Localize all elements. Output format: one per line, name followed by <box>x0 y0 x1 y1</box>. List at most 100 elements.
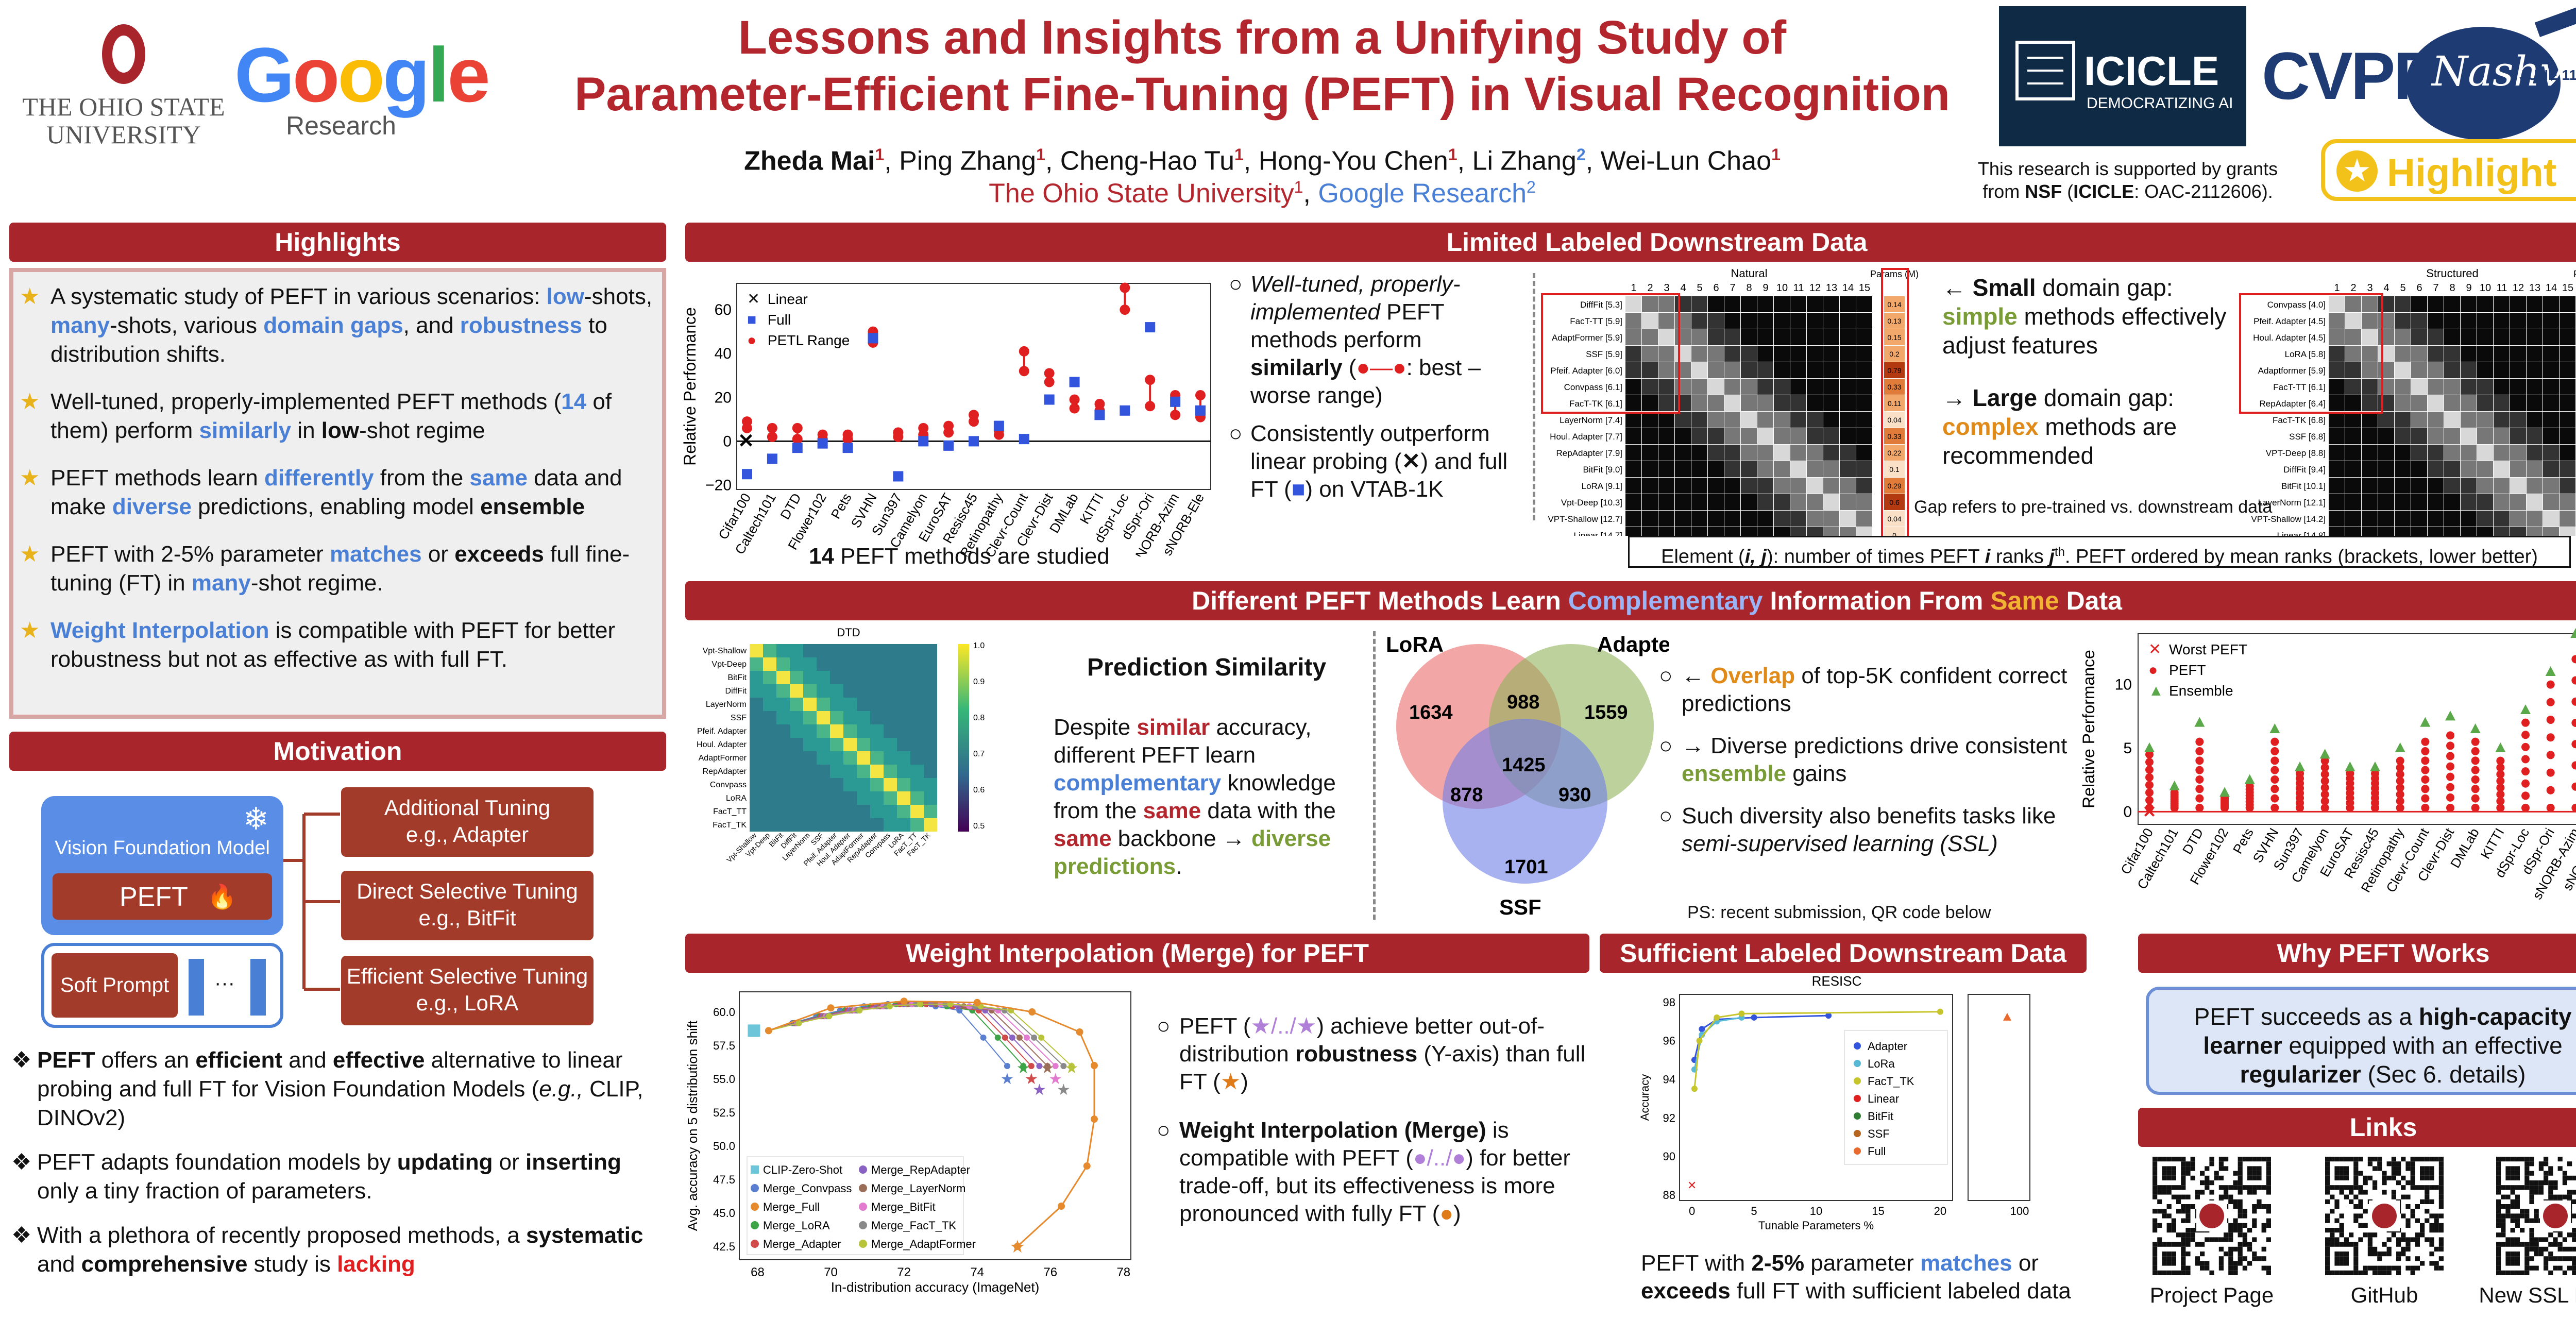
qr-project-page-icon[interactable] <box>2153 1157 2271 1275</box>
qr-module <box>2153 1223 2158 1228</box>
heatmap-cell <box>924 684 937 698</box>
heatmap-cell <box>803 818 817 832</box>
qr-module <box>2382 1242 2387 1247</box>
rank-cell <box>2345 362 2361 378</box>
ens-peft-point <box>2496 783 2505 792</box>
perf-plot-frame <box>736 283 1211 490</box>
rank-cell <box>1658 461 1674 477</box>
rank-cell <box>1856 511 1872 527</box>
qr-module <box>2438 1204 2444 1209</box>
rank-col-num: 10 <box>2480 282 2491 294</box>
qr-module <box>2153 1166 2158 1171</box>
rank-cell <box>1691 527 1707 536</box>
rank-cell <box>2527 379 2543 395</box>
qr-module <box>2434 1261 2439 1266</box>
qr-module <box>2367 1252 2372 1257</box>
qr-module <box>2434 1246 2439 1252</box>
perf-full-point <box>943 440 954 451</box>
rank-cell <box>1724 494 1740 510</box>
heatmap-cell <box>870 791 884 805</box>
link-project-page[interactable]: Project Page <box>2149 1283 2274 1307</box>
rank-cell <box>1840 461 1856 477</box>
qr-ssl-paper-icon[interactable] <box>2496 1157 2576 1275</box>
qr-module <box>2510 1171 2515 1176</box>
qr-module <box>2238 1256 2243 1261</box>
link-github[interactable]: GitHub <box>2350 1283 2418 1307</box>
qr-module <box>2162 1157 2167 1162</box>
qr-module <box>2325 1171 2330 1176</box>
qr-module <box>2438 1180 2444 1186</box>
qr-module <box>2401 1157 2406 1162</box>
perf-petl-point <box>1044 377 1055 387</box>
qr-module <box>2548 1171 2553 1176</box>
rank-cell <box>1790 527 1806 536</box>
qr-module <box>2567 1256 2572 1261</box>
qr-module <box>2382 1270 2387 1275</box>
rank-cell <box>2411 346 2427 362</box>
rank-cell <box>2494 478 2510 494</box>
qr-module <box>2233 1180 2238 1186</box>
ens-peft-point <box>2270 803 2279 812</box>
ens-peft-point <box>2145 803 2154 812</box>
qr-module <box>2334 1166 2340 1171</box>
qr-module <box>2353 1204 2359 1209</box>
qr-module <box>2420 1261 2425 1266</box>
perf-petl-point <box>1069 394 1080 405</box>
rank-cell <box>2477 329 2493 345</box>
qr-module <box>2325 1218 2330 1223</box>
heatmap-cell <box>924 711 937 724</box>
rank-cell <box>2411 527 2427 536</box>
rank-cell <box>1823 445 1839 461</box>
rank-row-label: FacT-TK [6.1] <box>1569 399 1622 409</box>
param-value: 0.22 <box>1887 449 1901 457</box>
perf-petl-point <box>1044 368 1055 379</box>
rank-cell <box>1642 412 1658 428</box>
rank-cell <box>2543 428 2559 444</box>
qr-module <box>2520 1157 2525 1162</box>
qr-module <box>2257 1166 2262 1171</box>
resisc-x-tick: 15 <box>1872 1205 1884 1217</box>
qr-module <box>2415 1185 2420 1190</box>
qr-module <box>2425 1237 2430 1242</box>
heatmap-cell <box>910 751 924 765</box>
rank-cell <box>2494 428 2510 444</box>
rank-cell <box>2444 395 2460 411</box>
ens-ensemble-point <box>2545 666 2556 676</box>
rank-cell <box>1691 346 1707 362</box>
rank-cell <box>2527 412 2543 428</box>
perf-petl-point <box>1120 305 1130 315</box>
rank-cell <box>2560 362 2575 378</box>
resisc-legend-label: BitFit <box>1868 1110 1893 1123</box>
qr-module <box>2496 1270 2501 1275</box>
qr-module <box>2410 1166 2415 1171</box>
qr-module <box>2252 1237 2257 1242</box>
qr-module <box>2496 1190 2501 1195</box>
link-ssl-paper[interactable]: New SSL Paper <box>2479 1283 2576 1307</box>
rank-cell <box>1675 527 1691 536</box>
heatmap-cell <box>857 644 870 657</box>
qr-github-icon[interactable] <box>2325 1157 2444 1275</box>
rank-cell <box>1823 494 1839 510</box>
ens-peft-point <box>2371 769 2379 778</box>
weight-y-label: Avg. accuracy on 5 distribution shift <box>685 1020 700 1231</box>
qr-module <box>2505 1171 2511 1176</box>
qr-module <box>2339 1171 2344 1176</box>
rank-cell <box>2543 445 2559 461</box>
qr-module <box>2505 1256 2511 1261</box>
qr-module <box>2534 1213 2539 1219</box>
qr-module <box>2228 1252 2233 1257</box>
weight-legend-label: Merge_Convpass <box>763 1182 852 1195</box>
weight-plot-frame <box>739 991 1131 1260</box>
ens-peft-point <box>2421 794 2430 803</box>
qr-module <box>2218 1194 2224 1199</box>
perf-petl-point <box>1069 403 1080 414</box>
qr-module <box>2247 1261 2252 1266</box>
qr-module <box>2218 1185 2224 1190</box>
qr-module <box>2386 1246 2392 1252</box>
rank-cell <box>1625 428 1641 444</box>
osu-name-2: UNIVERSITY <box>46 120 201 149</box>
qr-module <box>2228 1270 2233 1275</box>
qr-module <box>2429 1157 2434 1162</box>
heatmap-cell <box>776 738 790 751</box>
